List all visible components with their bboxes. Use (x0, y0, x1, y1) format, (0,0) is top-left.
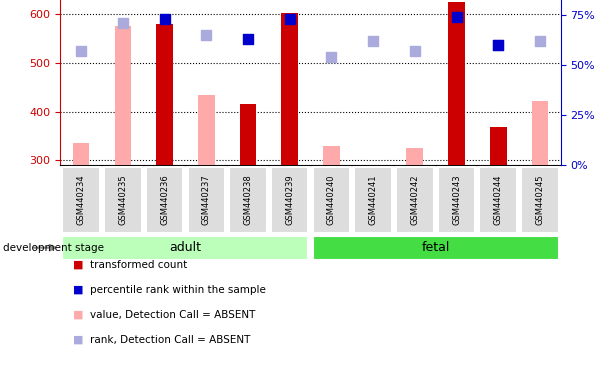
Text: GSM440245: GSM440245 (535, 174, 545, 225)
FancyBboxPatch shape (104, 167, 142, 233)
Bar (198, 94, 215, 165)
Text: GSM440240: GSM440240 (327, 174, 336, 225)
Text: value, Detection Call = ABSENT: value, Detection Call = ABSENT (90, 310, 256, 320)
Point (493, 42, 503, 48)
FancyBboxPatch shape (355, 167, 392, 233)
Text: GSM440242: GSM440242 (410, 174, 419, 225)
Point (493, 42, 503, 48)
Text: GSM440238: GSM440238 (244, 174, 253, 225)
Point (327, 54, 336, 60)
Text: fetal: fetal (421, 241, 450, 254)
Point (243, 36, 253, 42)
Point (368, 38, 378, 45)
Bar (448, 2, 465, 165)
FancyBboxPatch shape (62, 167, 100, 233)
Point (77, 48, 86, 55)
Point (285, 16, 294, 22)
Text: GSM440241: GSM440241 (368, 174, 377, 225)
Text: GSM440236: GSM440236 (160, 174, 169, 225)
Text: GSM440234: GSM440234 (77, 174, 86, 225)
FancyBboxPatch shape (521, 167, 559, 233)
Point (201, 32, 211, 38)
Text: ■: ■ (73, 285, 84, 295)
Point (410, 48, 420, 55)
Text: ■: ■ (73, 310, 84, 320)
FancyBboxPatch shape (479, 167, 517, 233)
Bar (490, 127, 507, 165)
FancyBboxPatch shape (271, 167, 309, 233)
Text: ■: ■ (73, 335, 84, 345)
Text: GSM440239: GSM440239 (285, 174, 294, 225)
Point (452, 14, 461, 20)
Text: development stage: development stage (3, 243, 104, 253)
FancyBboxPatch shape (438, 167, 475, 233)
FancyBboxPatch shape (312, 167, 350, 233)
Text: rank, Detection Call = ABSENT: rank, Detection Call = ABSENT (90, 335, 251, 345)
Text: adult: adult (169, 241, 201, 254)
FancyBboxPatch shape (396, 167, 434, 233)
FancyBboxPatch shape (62, 236, 309, 260)
Bar (115, 26, 131, 165)
Point (118, 20, 128, 26)
FancyBboxPatch shape (229, 167, 267, 233)
FancyBboxPatch shape (312, 236, 559, 260)
Text: percentile rank within the sample: percentile rank within the sample (90, 285, 267, 295)
Bar (532, 101, 548, 165)
Bar (323, 146, 339, 165)
Bar (73, 143, 89, 165)
Text: GSM440237: GSM440237 (202, 174, 211, 225)
FancyBboxPatch shape (146, 167, 183, 233)
Bar (239, 104, 256, 165)
Text: GSM440235: GSM440235 (118, 174, 127, 225)
Text: GSM440243: GSM440243 (452, 174, 461, 225)
Point (160, 16, 169, 22)
Point (535, 38, 545, 45)
Text: ■: ■ (73, 260, 84, 270)
FancyBboxPatch shape (188, 167, 225, 233)
Bar (282, 13, 298, 165)
Bar (406, 148, 423, 165)
Bar (156, 24, 173, 165)
Text: GSM440244: GSM440244 (494, 174, 503, 225)
Text: transformed count: transformed count (90, 260, 188, 270)
